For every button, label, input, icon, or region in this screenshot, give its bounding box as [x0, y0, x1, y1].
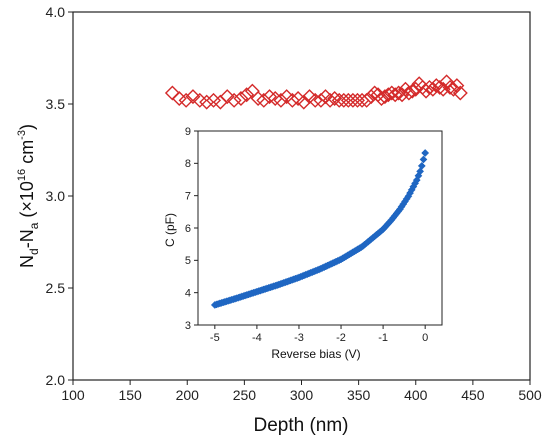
- data-point: [164, 85, 180, 101]
- inset-y-ticks: 3 4 5 6 7 8 9: [185, 126, 198, 332]
- x-tick-label: 0: [422, 332, 428, 344]
- data-point: [417, 161, 426, 170]
- data-point: [327, 90, 343, 106]
- data-point: [421, 149, 430, 157]
- y-tick-label: 3.0: [46, 188, 66, 204]
- y-tick-label: 3: [185, 320, 191, 332]
- y-tick-label: 4.0: [46, 4, 66, 20]
- data-point: [206, 92, 222, 108]
- data-point: [367, 85, 383, 101]
- inset-x-ticks: -5 -4 -3 -2 -1 0: [210, 325, 428, 344]
- x-tick-label: 500: [518, 387, 542, 403]
- data-point: [262, 89, 277, 105]
- main-x-axis-label: Depth (nm): [253, 415, 348, 436]
- data-point: [267, 90, 283, 106]
- y-tick-label: 4: [185, 288, 191, 300]
- y-tick-label: 5: [185, 255, 191, 267]
- data-point: [421, 79, 437, 95]
- data-point: [349, 92, 365, 108]
- inset-plot-frame: [197, 130, 443, 326]
- data-point: [212, 94, 228, 110]
- x-tick-label: 350: [347, 387, 371, 403]
- data-point: [185, 89, 201, 105]
- y-tick-label: 9: [185, 126, 191, 138]
- y-tick-label: 8: [185, 158, 191, 170]
- main-x-ticks: 100 150 200 250 300 350 400 450 500: [61, 380, 542, 403]
- inset-x-axis-label: Reverse bias (V): [271, 347, 360, 361]
- x-tick-label: -4: [252, 332, 262, 344]
- main-series: [164, 74, 468, 110]
- data-point: [373, 90, 389, 106]
- data-point: [233, 90, 249, 106]
- main-y-ticks: 2.0 2.5 3.0 3.5 4.0: [46, 4, 73, 388]
- data-point: [273, 92, 289, 108]
- y-tick-label: 2.0: [46, 372, 66, 388]
- y-tick-label: 3.5: [46, 96, 66, 112]
- data-point: [340, 92, 356, 108]
- y-tick-label: 2.5: [46, 280, 66, 296]
- data-point: [354, 92, 370, 108]
- data-point: [449, 78, 465, 94]
- main-y-axis-label: Nd-Na (×1016 cm-3): [16, 124, 41, 268]
- data-point: [226, 92, 242, 108]
- x-tick-label: 450: [461, 387, 485, 403]
- x-tick-label: 150: [118, 387, 142, 403]
- data-point: [239, 87, 255, 103]
- x-tick-label: 200: [176, 387, 200, 403]
- inset-y-axis-label: C (pF): [163, 213, 177, 247]
- data-point: [408, 81, 424, 97]
- data-point: [425, 81, 441, 97]
- data-point: [284, 92, 300, 108]
- data-point: [418, 83, 434, 99]
- x-tick-label: 100: [61, 387, 85, 403]
- data-point: [452, 85, 468, 101]
- data-point: [391, 85, 407, 101]
- x-tick-label: -2: [336, 332, 346, 344]
- data-point: [387, 87, 403, 103]
- y-tick-label: 7: [185, 191, 191, 203]
- data-point: [199, 94, 215, 110]
- x-tick-label: 400: [404, 387, 428, 403]
- x-tick-label: -5: [210, 332, 220, 344]
- data-point: [250, 90, 266, 106]
- inset-series: [210, 149, 430, 309]
- data-point: [401, 85, 417, 101]
- data-point: [384, 85, 400, 101]
- y-tick-label: 6: [185, 223, 191, 235]
- x-tick-label: 300: [290, 387, 314, 403]
- data-point: [419, 155, 428, 164]
- data-point: [171, 90, 187, 106]
- data-point: [363, 89, 379, 105]
- data-point: [219, 89, 235, 105]
- data-point: [445, 81, 461, 97]
- x-tick-label: -3: [294, 332, 304, 344]
- data-point: [345, 92, 361, 108]
- x-tick-label: 250: [233, 387, 257, 403]
- data-point: [439, 74, 455, 90]
- data-point: [359, 92, 375, 108]
- x-tick-label: -1: [378, 332, 388, 344]
- data-point: [442, 79, 458, 95]
- data-point: [178, 92, 194, 108]
